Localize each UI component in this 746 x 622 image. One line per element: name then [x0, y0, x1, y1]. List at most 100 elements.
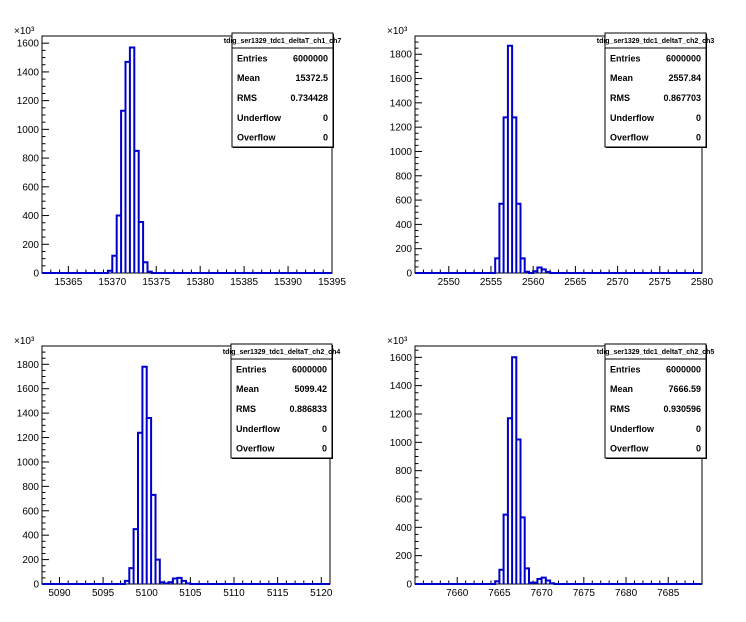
stats-key: Underflow: [610, 424, 655, 434]
y-tick-label: 1000: [17, 125, 40, 136]
x-tick-label: 15380: [186, 277, 214, 288]
x-tick-label: 7675: [573, 588, 596, 599]
histogram-pad-2: 2550 2555 2560 2565 2570 2575 2580 0 200 400 600 80…: [387, 26, 714, 288]
stats-value: 0: [322, 444, 327, 454]
y-tick-label: 1000: [390, 438, 413, 449]
y-tick-label: 1800: [390, 50, 413, 61]
stats-value: 0: [696, 133, 701, 143]
stats-value: 0: [322, 424, 327, 434]
y-tick-label: 800: [22, 482, 39, 493]
y-tick-label: 600: [22, 182, 39, 193]
y-multiplier-label: ×10³: [387, 26, 408, 37]
x-tick-label: 15365: [54, 277, 82, 288]
y-tick-label: 600: [22, 506, 39, 517]
y-tick-label: 400: [395, 523, 412, 534]
stats-box: tdig_ser1329_tdc1_deltaT_ch1_ch7 Entries 6…: [224, 32, 341, 148]
x-tick-label: 2565: [564, 277, 587, 288]
x-tick-label: 2575: [649, 277, 672, 288]
x-tick-label: 5090: [48, 588, 71, 599]
histogram-series: [42, 365, 330, 585]
stats-key: Underflow: [610, 113, 655, 123]
y-tick-label: 1800: [17, 360, 40, 371]
y-tick-label: 200: [395, 551, 412, 562]
x-tick-label: 15385: [230, 277, 258, 288]
x-tick-label: 2580: [691, 277, 714, 288]
x-tick-label: 7670: [530, 588, 553, 599]
stats-key: Overflow: [237, 133, 277, 143]
y-tick-label: 400: [395, 220, 412, 231]
y-tick-label: 1600: [17, 384, 40, 395]
stats-value: 0.734428: [290, 93, 328, 103]
x-tick-label: 5110: [223, 588, 245, 599]
x-tick-label: 2560: [522, 277, 545, 288]
stats-value: 2557.84: [668, 73, 701, 83]
stats-box: tdig_ser1329_tdc1_deltaT_ch2_ch4 Entries 6…: [223, 343, 340, 459]
stats-key: Mean: [236, 384, 259, 394]
stats-key: Underflow: [236, 424, 281, 434]
stats-value: 5099.42: [294, 384, 327, 394]
y-tick-label: 600: [395, 495, 412, 506]
y-tick-label: 400: [22, 211, 39, 222]
y-tick-label: 800: [395, 466, 412, 477]
x-tick-label: 7660: [446, 588, 469, 599]
y-tick-label: 200: [22, 240, 39, 251]
stats-key: RMS: [610, 404, 630, 414]
y-tick-label: 400: [22, 531, 39, 542]
x-tick-label: 15390: [274, 277, 302, 288]
histogram-pad-4: 7660 7665 7670 7675 7680 7685 0 200 400 600 800 100…: [387, 336, 714, 599]
x-tick-label: 5115: [267, 588, 289, 599]
stats-key: Entries: [610, 364, 641, 374]
x-tick-label: 5120: [310, 588, 333, 599]
stats-key: Entries: [236, 364, 267, 374]
x-tick-label: 15395: [318, 277, 346, 288]
y-multiplier-label: ×10³: [14, 336, 35, 347]
stats-value: 0.886833: [289, 404, 327, 414]
stats-value: 15372.5: [295, 73, 328, 83]
stats-key: Underflow: [237, 113, 282, 123]
histogram-series: [415, 356, 702, 585]
histogram-series: [415, 44, 702, 274]
y-multiplier-label: ×10³: [387, 336, 408, 347]
stats-key: Overflow: [236, 444, 276, 454]
stats-key: Entries: [610, 53, 641, 63]
stats-key: Overflow: [610, 444, 650, 454]
y-tick-label: 1400: [390, 381, 413, 392]
y-tick-label: 200: [22, 555, 39, 566]
stats-value: 6000000: [666, 364, 701, 374]
stats-key: RMS: [236, 404, 256, 414]
x-tick-label: 5105: [179, 588, 202, 599]
histogram-series: [42, 46, 332, 274]
x-tick-label: 7680: [615, 588, 638, 599]
stats-box: tdig_ser1329_tdc1_deltaT_ch2_ch3 Entries 6…: [597, 32, 714, 148]
x-tick-label: 5100: [136, 588, 159, 599]
stats-value: 7666.59: [668, 384, 701, 394]
stats-value: 0: [323, 133, 328, 143]
y-tick-label: 1200: [390, 123, 413, 134]
stats-key: Entries: [237, 53, 268, 63]
y-multiplier-label: ×10³: [14, 26, 35, 37]
stats-value: 0: [696, 113, 701, 123]
y-tick-label: 800: [395, 171, 412, 182]
stats-value: 0.930596: [663, 404, 701, 414]
y-tick-label: 0: [406, 269, 412, 280]
y-tick-label: 1000: [390, 147, 413, 158]
y-tick-label: 1200: [17, 433, 40, 444]
stats-value: 0: [696, 444, 701, 454]
histogram-pad-3: 5090 5095 5100 5105 5110 5115 5120 0 200 400 600 80…: [14, 336, 340, 599]
y-tick-label: 200: [395, 244, 412, 255]
y-tick-label: 1400: [390, 98, 413, 109]
stats-key: Mean: [237, 73, 260, 83]
stats-key: Mean: [610, 384, 633, 394]
x-tick-label: 15370: [98, 277, 126, 288]
y-tick-label: 1600: [17, 39, 40, 50]
y-tick-label: 1400: [17, 409, 40, 420]
x-tick-label: 2555: [480, 277, 503, 288]
stats-value: 6000000: [293, 53, 328, 63]
y-tick-label: 1400: [17, 67, 40, 78]
y-tick-label: 1000: [17, 457, 40, 468]
stats-value: 0: [323, 113, 328, 123]
stats-title: tdig_ser1329_tdc1_deltaT_ch2_ch5: [597, 349, 715, 356]
stats-value: 0.867703: [663, 93, 701, 103]
stats-value: 6000000: [666, 53, 701, 63]
